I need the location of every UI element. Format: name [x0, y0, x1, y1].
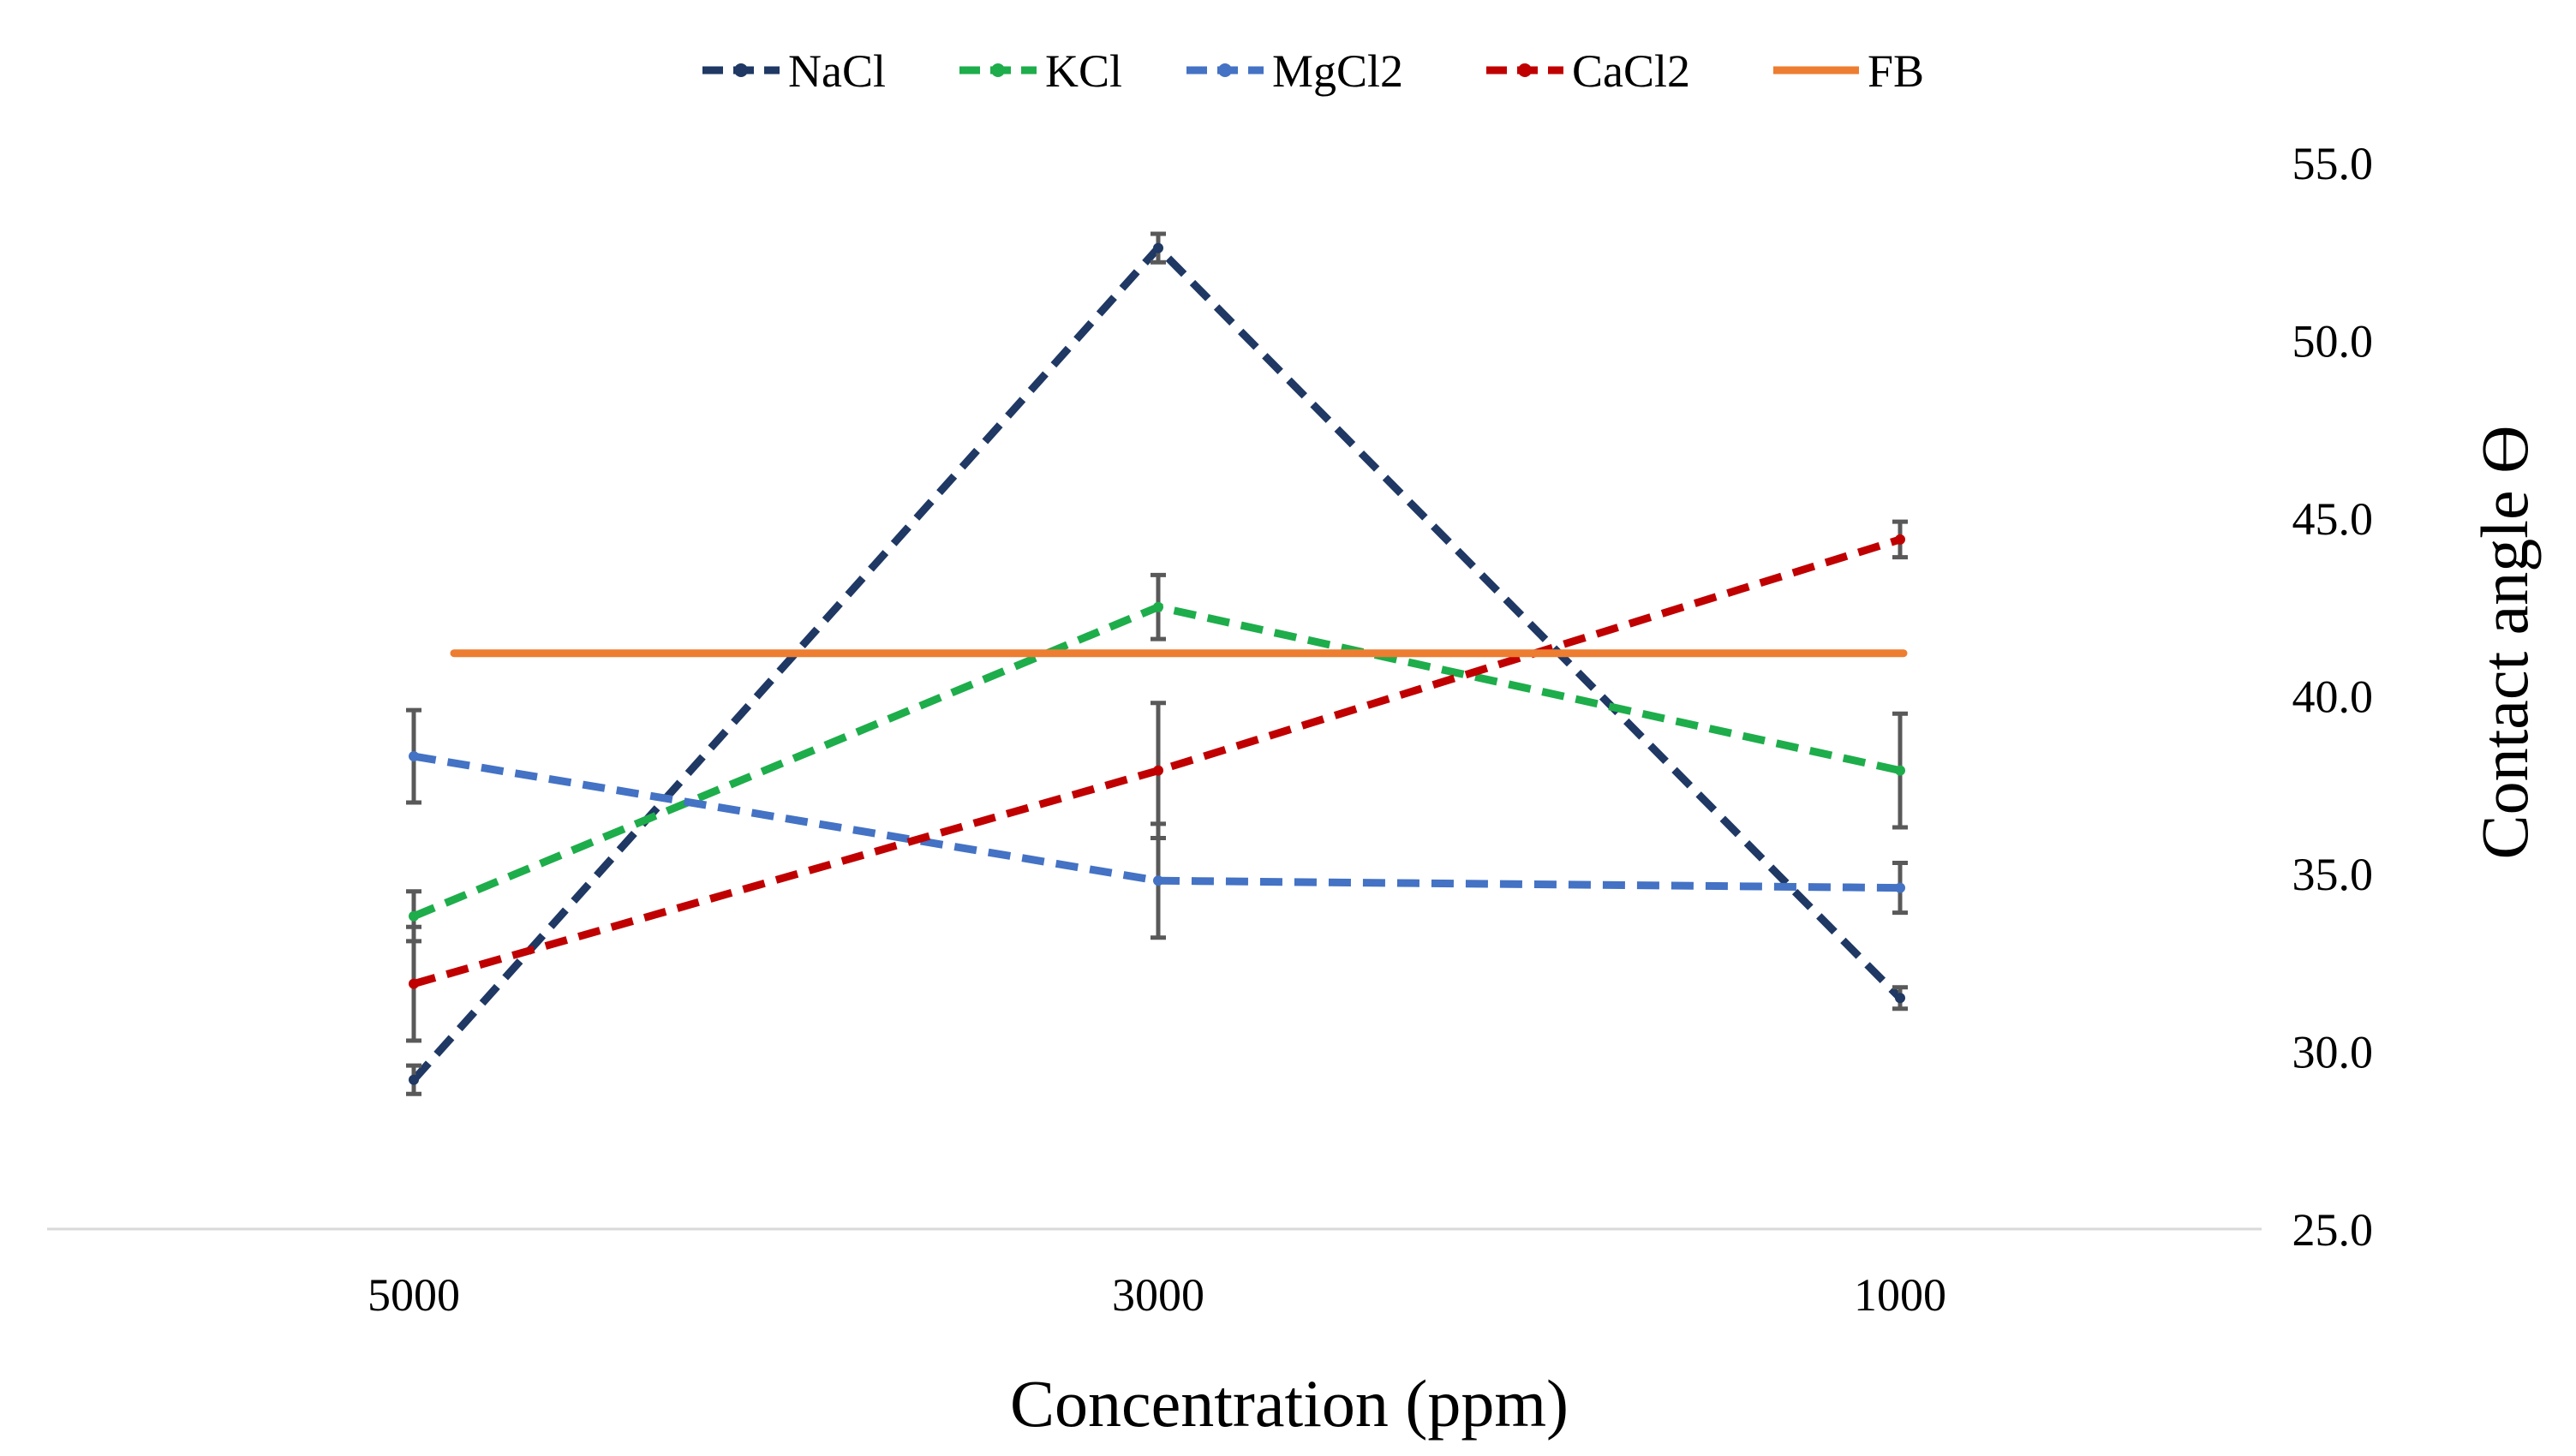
y-tick-label: 45.0	[2292, 493, 2374, 545]
y-axis-ticks: 25.0 30.0 35.0 40.0 45.0 50.0 55.0	[2292, 138, 2374, 1256]
data-point	[1895, 993, 1905, 1004]
series-cacl2	[406, 519, 1908, 1043]
legend-label: NaCl	[788, 45, 886, 97]
legend-label: MgCl2	[1272, 45, 1403, 97]
x-tick-label: 3000	[1112, 1269, 1204, 1321]
series-mgcl2	[406, 707, 1908, 940]
x-tick-label: 1000	[1854, 1269, 1946, 1321]
legend-item-cacl2: CaCl2	[1486, 45, 1690, 97]
legend-label: FB	[1868, 45, 1924, 97]
data-point	[1895, 765, 1905, 776]
plot-area	[47, 231, 2262, 1231]
data-point	[409, 751, 419, 762]
data-point	[1153, 875, 1163, 886]
data-point	[409, 978, 419, 989]
legend-marker	[734, 63, 748, 77]
series-nacl	[406, 231, 1908, 1096]
data-point	[1153, 242, 1163, 254]
y-axis-title: Contact angle ϴ	[2467, 426, 2542, 860]
y-tick-label: 30.0	[2292, 1027, 2374, 1078]
y-tick-label: 50.0	[2292, 316, 2374, 367]
y-tick-label: 25.0	[2292, 1204, 2374, 1256]
data-point	[409, 1074, 419, 1085]
x-tick-label: 5000	[368, 1269, 460, 1321]
x-axis-ticks: 5000 3000 1000	[368, 1269, 1946, 1321]
y-tick-label: 55.0	[2292, 138, 2374, 189]
series-line	[410, 244, 1904, 1083]
y-tick-label: 40.0	[2292, 671, 2374, 723]
x-axis-title: Concentration (ppm)	[1010, 1366, 1569, 1441]
legend-item-fb: FB	[1773, 45, 1924, 97]
legend-marker	[1518, 63, 1532, 77]
legend-item-mgcl2: MgCl2	[1186, 45, 1403, 97]
legend-item-kcl: KCl	[959, 45, 1122, 97]
legend-marker	[1218, 63, 1232, 77]
data-point	[409, 910, 419, 922]
data-point	[1153, 765, 1163, 776]
legend-label: CaCl2	[1572, 45, 1690, 97]
legend-marker	[991, 63, 1005, 77]
data-point	[1895, 882, 1905, 893]
legend-label: KCl	[1045, 45, 1122, 97]
legend-item-nacl: NaCl	[702, 45, 886, 97]
data-point	[1153, 601, 1163, 612]
data-point	[1895, 534, 1905, 545]
y-tick-label: 35.0	[2292, 849, 2374, 900]
legend: NaCl KCl MgCl2 CaCl2 FB	[702, 45, 1924, 97]
